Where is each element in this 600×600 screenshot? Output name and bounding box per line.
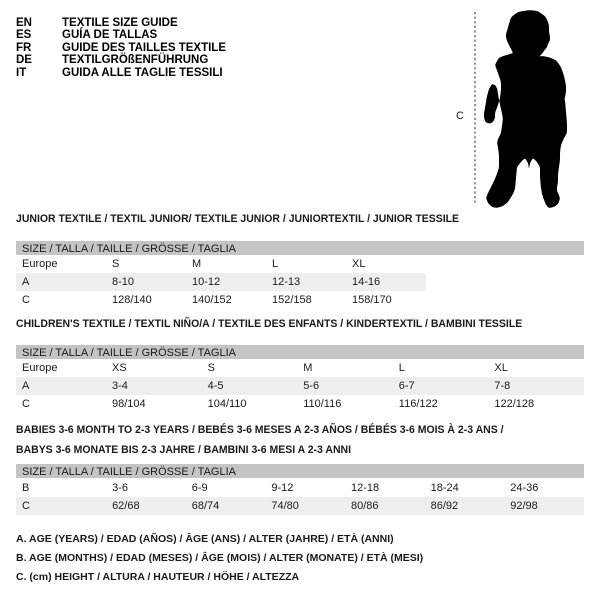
svg-text:C: C xyxy=(456,110,464,122)
